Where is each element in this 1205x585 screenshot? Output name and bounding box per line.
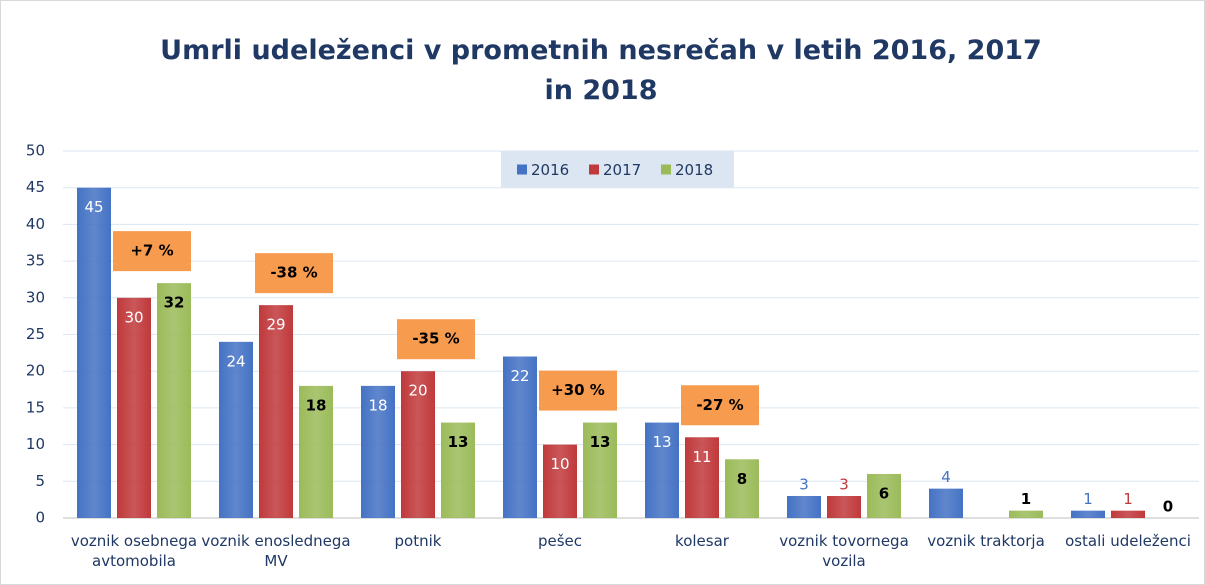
data-label: 18	[306, 396, 327, 414]
data-label: 11	[692, 448, 711, 466]
data-label: 3	[839, 475, 849, 493]
data-label: 4	[941, 468, 951, 486]
x-tick-label: voznik osebnega avtomobila	[70, 532, 198, 570]
y-tick-label: 50	[26, 142, 45, 160]
data-label: 29	[266, 316, 285, 334]
x-tick-label: voznik enoslednega MV	[201, 532, 351, 570]
annotation: -38 %	[270, 264, 317, 282]
data-label: 8	[737, 470, 747, 488]
annotation: -35 %	[412, 330, 459, 348]
bar	[361, 385, 395, 518]
bar	[259, 305, 293, 518]
bar	[1071, 510, 1105, 518]
data-label: 30	[124, 308, 143, 326]
bar	[299, 385, 333, 518]
data-label: 0	[1163, 498, 1173, 516]
bar	[503, 356, 537, 518]
data-label: 13	[590, 433, 611, 451]
y-tick-label: 35	[26, 252, 45, 270]
bar	[1009, 510, 1043, 518]
bar	[543, 444, 577, 518]
data-label: 1	[1123, 490, 1133, 508]
bar	[219, 341, 253, 518]
data-label: 32	[164, 294, 185, 312]
data-label: 10	[550, 455, 569, 473]
legend-swatch	[589, 164, 599, 175]
data-label: 13	[652, 433, 671, 451]
legend-swatch	[517, 164, 527, 175]
data-label: 18	[368, 396, 387, 414]
legend-box	[501, 151, 734, 188]
y-tick-label: 10	[26, 435, 45, 453]
data-label: 20	[408, 382, 427, 400]
chart-title: Umrli udeleženci v prometnih nesrečah v …	[160, 35, 1042, 106]
annotation-box	[539, 370, 617, 411]
x-tick-label: ostali udeleženci	[1065, 532, 1191, 550]
legend-swatch	[661, 164, 671, 175]
annotation-box	[397, 319, 475, 360]
data-label: 1	[1083, 490, 1093, 508]
data-label: 6	[879, 484, 889, 502]
bar	[645, 422, 679, 518]
data-label: 3	[799, 475, 809, 493]
y-tick-label: 15	[26, 398, 45, 416]
bar	[827, 495, 861, 518]
data-label: 45	[84, 198, 103, 216]
bar	[441, 422, 475, 518]
bar	[685, 437, 719, 518]
bar	[157, 283, 191, 518]
annotation: +7 %	[130, 242, 173, 260]
data-label: 1	[1021, 490, 1031, 508]
legend-label: 2017	[603, 161, 641, 179]
bar	[929, 488, 963, 518]
y-tick-label: 45	[26, 178, 45, 196]
bar	[1111, 510, 1145, 518]
data-label: 24	[226, 352, 245, 370]
bar	[725, 459, 759, 518]
annotation: +30 %	[551, 381, 605, 399]
bar	[77, 187, 111, 518]
annotation-box	[255, 253, 333, 294]
bar	[583, 422, 617, 518]
legend-label: 2018	[675, 161, 713, 179]
bar	[867, 473, 901, 518]
x-tick-label: kolesar	[675, 532, 729, 550]
annotation: -27 %	[696, 396, 743, 414]
bar	[787, 495, 821, 518]
annotation-box	[113, 231, 191, 272]
x-tick-label: pešec	[537, 532, 583, 550]
x-tick-label: voznik tovornega vozila	[779, 532, 909, 570]
x-tick-label: potnik	[394, 532, 442, 550]
y-tick-label: 20	[26, 362, 45, 380]
legend-label: 2016	[531, 161, 569, 179]
data-label: 13	[448, 433, 469, 451]
data-label: 22	[510, 367, 529, 385]
annotation-box	[681, 385, 759, 426]
y-tick-label: 30	[26, 288, 45, 306]
bar	[401, 371, 435, 518]
y-tick-label: 5	[35, 472, 45, 490]
bar	[117, 297, 151, 518]
y-tick-label: 40	[26, 215, 45, 233]
y-tick-label: 25	[26, 325, 45, 343]
y-tick-label: 0	[35, 509, 45, 527]
x-tick-label: voznik traktorja	[927, 532, 1045, 550]
